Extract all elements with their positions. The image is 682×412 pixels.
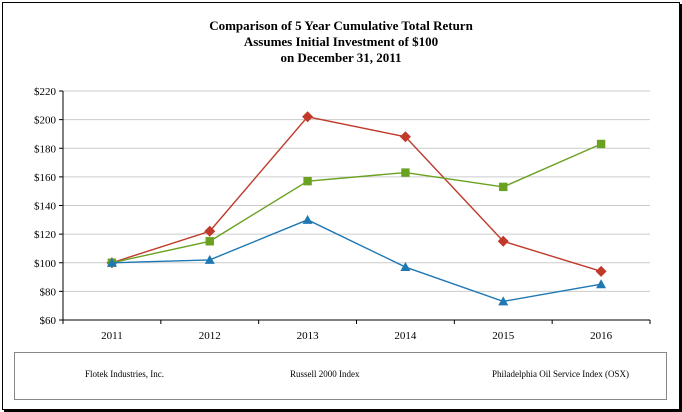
y-tick-label: $80 — [40, 286, 57, 298]
legend-label-russell: Russell 2000 Index — [290, 369, 360, 379]
data-point-2-5 — [596, 279, 607, 289]
chart-title-line-3: on December 31, 2011 — [280, 50, 402, 65]
data-point-1-5 — [596, 139, 606, 149]
data-point-0-1 — [204, 225, 216, 237]
series-line-2 — [111, 219, 602, 303]
legend-label-flotek: Flotek Industries, Inc. — [85, 369, 164, 379]
legend-label-osx: Philadelphia Oil Service Index (OSX) — [492, 369, 629, 379]
legend — [14, 352, 667, 400]
data-point-2-4 — [498, 296, 509, 306]
y-tick-label: $200 — [34, 115, 57, 127]
data-point-2-0 — [106, 257, 117, 267]
data-point-1-2 — [303, 176, 312, 186]
data-point-2-1 — [204, 254, 215, 264]
chart-title-line-1: Comparison of 5 Year Cumulative Total Re… — [209, 18, 473, 33]
series-line-0 — [111, 115, 602, 273]
chart-title-line-2: Assumes Initial Investment of $100 — [243, 34, 439, 49]
y-tick-label: $60 — [40, 315, 57, 327]
series-line-1 — [111, 143, 602, 264]
data-point-0-3 — [399, 131, 411, 143]
x-tick-label: 2015 — [492, 330, 515, 342]
y-tick-label: $100 — [34, 258, 57, 270]
data-point-0-2 — [302, 111, 314, 123]
data-point-1-1 — [205, 237, 214, 246]
y-tick-label: $120 — [34, 229, 57, 241]
y-tick-label: $160 — [34, 172, 57, 184]
y-tick-label: $180 — [34, 143, 57, 155]
y-tick-label: $140 — [34, 201, 57, 213]
data-point-2-2 — [302, 214, 313, 224]
y-tick-label: $220 — [34, 86, 57, 98]
x-tick-label: 2012 — [199, 330, 221, 342]
x-tick-label: 2011 — [101, 330, 123, 342]
data-point-2-3 — [400, 262, 411, 272]
data-point-0-4 — [497, 235, 509, 247]
data-point-0-5 — [595, 265, 607, 277]
x-tick-label: 2013 — [297, 330, 320, 342]
data-point-1-4 — [499, 182, 508, 192]
x-tick-label: 2016 — [590, 330, 613, 342]
data-point-1-3 — [401, 168, 410, 177]
x-tick-label: 2014 — [394, 330, 417, 342]
